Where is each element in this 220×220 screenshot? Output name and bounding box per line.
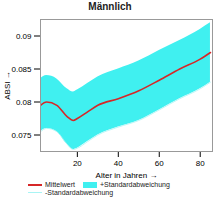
svg-text:0.08: 0.08 — [16, 98, 32, 107]
html-text:Mittelwert: Mittelwert — [45, 181, 75, 188]
svg-text:0.085: 0.085 — [11, 65, 32, 74]
html-text:-Standardabweichung: -Standardabweichung — [45, 189, 114, 196]
svg-text:ABSI →: ABSI → — [3, 71, 12, 99]
svg-text:80: 80 — [196, 159, 205, 168]
svg-text:40: 40 — [114, 159, 123, 168]
html-text:+Standardabweichung: +Standardabweichung — [100, 181, 170, 188]
svg-text:60: 60 — [155, 159, 164, 168]
html-text:Männlich: Männlich — [88, 1, 132, 12]
svg-text:0.075: 0.075 — [11, 131, 32, 140]
svg-text:20: 20 — [73, 159, 82, 168]
svg-text:Alter in Jahren →: Alter in Jahren → — [96, 171, 158, 180]
svg-text:0.09: 0.09 — [16, 32, 32, 41]
